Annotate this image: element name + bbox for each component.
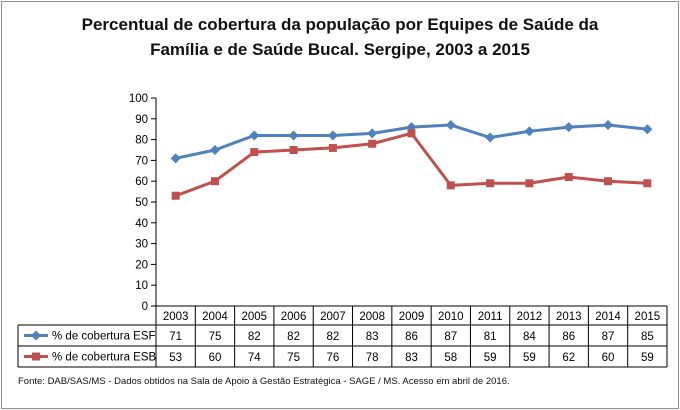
table-cell-esf: 84 [523, 331, 536, 343]
table-cell-esf: 86 [562, 331, 575, 343]
chart-title-line-1: Percentual de cobertura da população por… [81, 15, 599, 34]
data-point-esb [210, 177, 219, 186]
table-cell-esf: 82 [248, 331, 261, 343]
data-point-esb [564, 173, 573, 182]
x-category-label: 2010 [438, 311, 464, 323]
legend-key-marker-square [32, 352, 40, 361]
table-cell-esb: 62 [562, 352, 575, 364]
table-cell-esb: 78 [366, 352, 379, 364]
y-tick-label: 40 [135, 218, 148, 230]
table-cell-esf: 82 [287, 331, 300, 343]
x-category-label: 2007 [320, 311, 346, 323]
y-tick-label: 100 [129, 93, 148, 105]
table-cell-esf: 85 [641, 331, 654, 343]
x-category-label: 2006 [281, 311, 307, 323]
data-point-esf [485, 132, 496, 143]
x-category-label: 2011 [478, 311, 503, 323]
source-footnote: Fonte: DAB/SAS/MS - Dados obtidos na Sal… [18, 376, 510, 387]
table-cell-esb: 59 [484, 352, 497, 364]
legend-label: % de cobertura ESF [52, 331, 156, 343]
series-line-esb [175, 131, 648, 198]
table-cell-esb: 60 [602, 352, 615, 364]
data-point-esb [250, 148, 259, 157]
table-cell-esf: 81 [484, 331, 497, 343]
data-point-esb [171, 191, 180, 200]
table-cell-esb: 59 [641, 352, 654, 364]
table-cell-esb: 59 [523, 352, 536, 364]
y-tick-label: 90 [135, 114, 148, 126]
table-cell-esf: 82 [326, 331, 339, 343]
data-point-esf [563, 122, 574, 133]
data-point-esf [642, 124, 653, 135]
table-cell-esb: 83 [405, 352, 418, 364]
table-cell-esb: 76 [326, 352, 339, 364]
table-cell-esf: 75 [209, 331, 222, 343]
data-point-esf [603, 120, 614, 131]
x-category-label: 2003 [163, 311, 189, 323]
data-point-esf [327, 130, 338, 141]
data-point-esf [288, 130, 299, 141]
data-point-esf [524, 126, 535, 137]
y-tick-label: 70 [135, 155, 148, 167]
data-point-esf [209, 145, 220, 155]
data-point-esf [249, 130, 260, 141]
x-category-label: 2013 [556, 311, 582, 323]
data-point-esb [446, 181, 455, 190]
data-point-esf [445, 120, 456, 131]
chart-title: Percentual de cobertura da população por… [0, 12, 680, 62]
chart-title-line-2: Família e de Saúde Bucal. Sergipe, 2003 … [150, 40, 530, 59]
y-tick-label: 10 [135, 280, 148, 292]
table-cell-esb: 75 [287, 352, 300, 364]
data-point-esb [289, 146, 298, 154]
table-cell-esf: 87 [444, 331, 457, 343]
x-category-label: 2005 [241, 311, 267, 323]
data-point-esf [367, 128, 378, 139]
data-point-esb [368, 139, 377, 148]
y-tick-label: 50 [135, 197, 148, 209]
y-tick-label: 30 [135, 239, 148, 251]
y-tick-label: 0 [142, 301, 148, 313]
y-tick-label: 20 [135, 259, 148, 271]
legend-key-marker-diamond [31, 330, 41, 341]
data-point-esf [170, 153, 181, 164]
data-point-esb [604, 177, 613, 186]
table-cell-esb: 60 [209, 352, 222, 364]
table-cell-esb: 74 [248, 352, 261, 364]
data-point-esb [328, 143, 337, 152]
x-category-label: 2014 [595, 311, 621, 323]
table-cell-esb: 58 [444, 352, 457, 364]
data-point-esb [407, 129, 416, 138]
legend-label: % de cobertura ESB [52, 352, 157, 364]
data-point-esb [486, 179, 495, 188]
data-point-esb [525, 179, 534, 188]
x-category-label: 2009 [399, 311, 425, 323]
table-cell-esf: 71 [169, 331, 182, 343]
x-category-label: 2004 [202, 311, 228, 323]
x-category-label: 2008 [359, 311, 385, 323]
x-category-label: 2012 [517, 311, 543, 323]
x-category-label: 2015 [635, 311, 661, 323]
table-cell-esb: 53 [169, 352, 182, 364]
y-tick-label: 80 [135, 135, 148, 147]
data-point-esb [643, 179, 652, 188]
y-tick-label: 60 [135, 176, 148, 188]
table-cell-esf: 87 [602, 331, 615, 343]
table-cell-esf: 86 [405, 331, 418, 343]
table-cell-esf: 83 [366, 331, 379, 343]
